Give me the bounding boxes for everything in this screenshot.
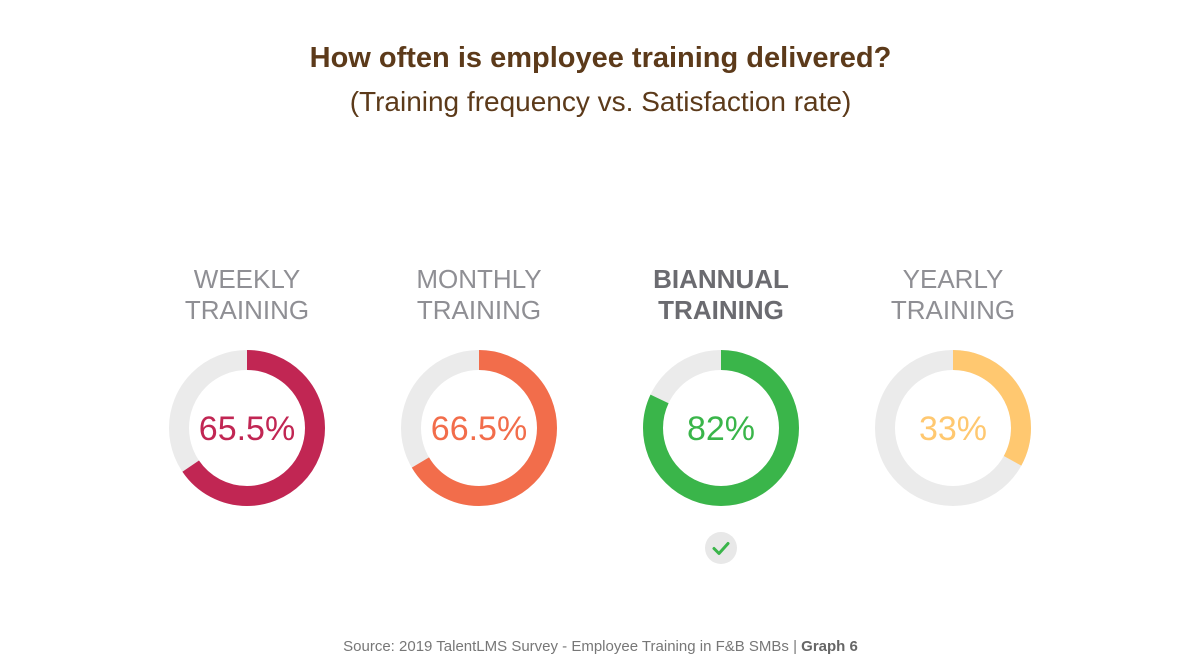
category-label-line: TRAINING	[184, 295, 310, 325]
graph-number: Graph 6	[801, 638, 858, 655]
category-label-line: TRAINING	[890, 295, 1016, 325]
donut-arc	[401, 350, 557, 506]
donut-arc	[169, 350, 325, 506]
category-label-line: TRAINING	[658, 295, 784, 325]
source-note: Source: 2019 TalentLMS Survey - Employee…	[0, 638, 1201, 655]
category-label: YEARLY TRAINING	[843, 264, 1063, 326]
category-label-line: TRAINING	[416, 295, 542, 325]
category-label-line: MONTHLY	[416, 264, 542, 294]
value-label: 82%	[687, 410, 755, 448]
value-label: 65.5%	[199, 410, 295, 448]
donut-arc	[875, 350, 1031, 506]
value-label: 33%	[919, 410, 987, 448]
chart-title: How often is employee training delivered…	[309, 42, 892, 74]
value-label: 66.5%	[431, 410, 527, 448]
donut-arc	[643, 350, 799, 506]
source-text: Source: 2019 TalentLMS Survey - Employee…	[343, 638, 802, 655]
category-label: BIANNUAL TRAINING	[611, 264, 831, 326]
category-label-line: YEARLY	[902, 264, 1004, 294]
check-icon	[712, 542, 730, 555]
check-badge	[705, 532, 737, 564]
category-label: WEEKLY TRAINING	[137, 264, 357, 326]
category-label: MONTHLY TRAINING	[369, 264, 589, 326]
category-label-line: WEEKLY	[193, 264, 301, 294]
chart-subtitle: (Training frequency vs. Satisfaction rat…	[349, 86, 852, 117]
category-label-line: BIANNUAL	[653, 264, 789, 294]
